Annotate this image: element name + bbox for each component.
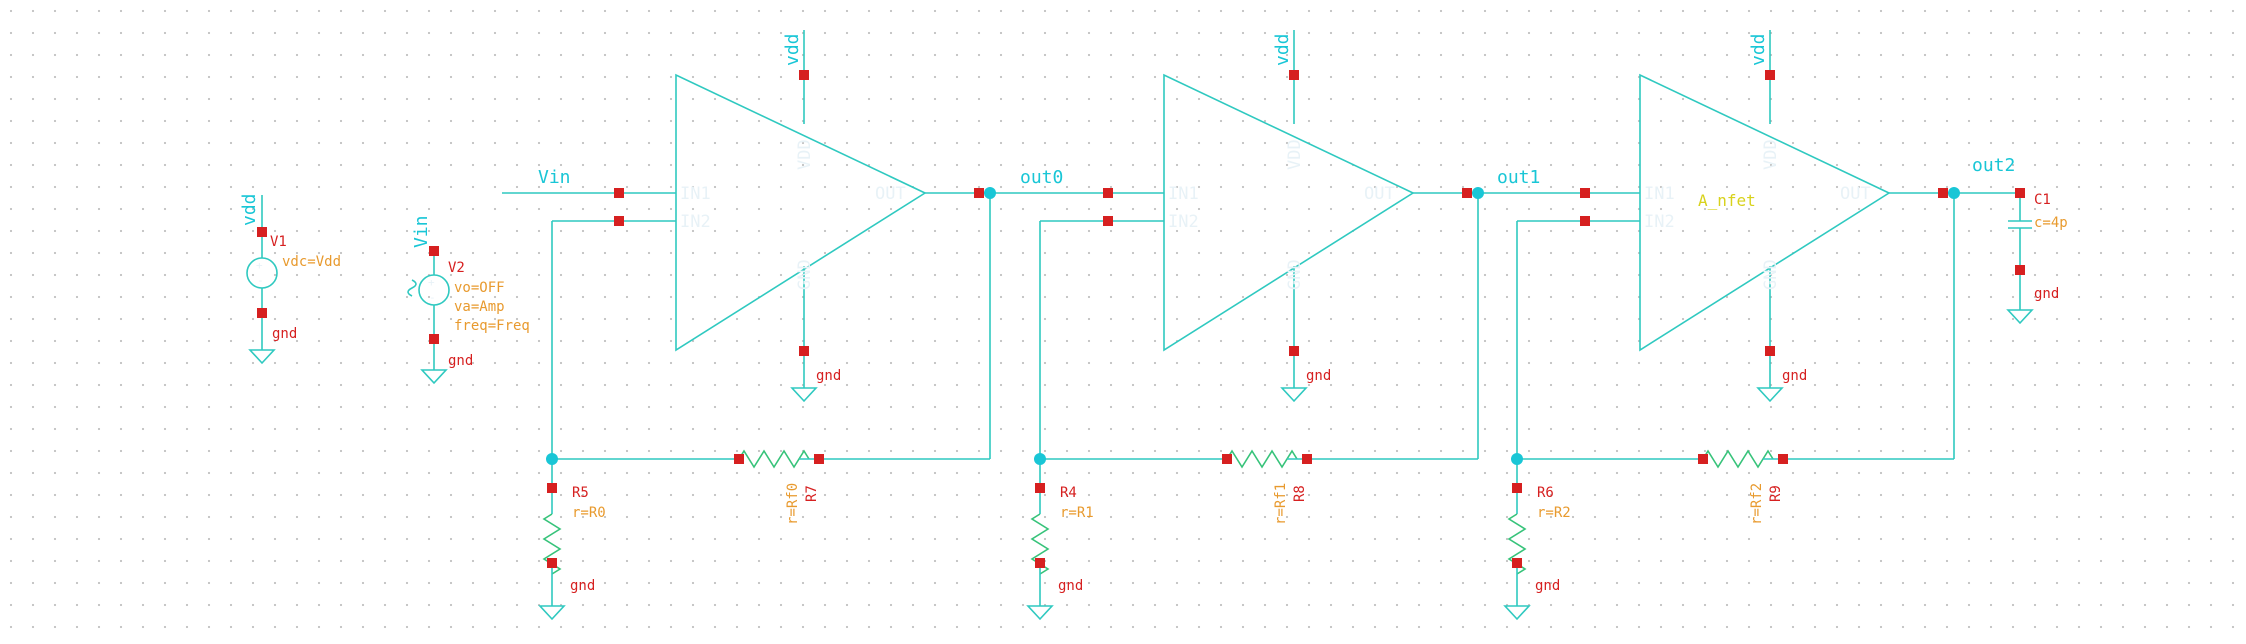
gnd-label-1: gnd xyxy=(816,368,841,384)
resistor-prop-r8: r=Rf1 xyxy=(1273,483,1289,525)
feedback-network-2[interactable]: R8 r=Rf1 R4 r=R1 gnd xyxy=(1026,187,1484,621)
pin-in1-1: IN1 xyxy=(680,184,711,204)
amplifier-stage-1[interactable]: vdd VDD GND gnd IN1 IN2 OUT xyxy=(552,30,990,403)
net-label-vdd-3: vdd xyxy=(1748,33,1769,66)
pin-in2-1: IN2 xyxy=(680,212,711,232)
gnd-label-3: gnd xyxy=(1782,368,1807,384)
net-label-vdd-1: vdd xyxy=(782,33,803,66)
svg-text:-: - xyxy=(429,291,436,304)
resistor-name-r9: R9 xyxy=(1768,485,1784,502)
pin-out-1: OUT xyxy=(875,184,906,204)
pin-in1-3: IN1 xyxy=(1644,184,1675,204)
capacitor-c1[interactable]: C1 c=4p gnd xyxy=(2006,188,2068,325)
source-prop-freq: freq=Freq xyxy=(454,318,530,334)
svg-text:+: + xyxy=(256,259,263,272)
pin-out-2: OUT xyxy=(1364,184,1395,204)
resistor-name-r7: R7 xyxy=(804,485,820,502)
pin-vdd-1: VDD xyxy=(795,139,815,170)
source-name-v2: V2 xyxy=(448,260,465,276)
pin-out-3: OUT xyxy=(1840,184,1871,204)
resistor-name-r6: R6 xyxy=(1537,485,1554,501)
gnd-label-r5: gnd xyxy=(570,578,595,594)
resistor-prop-r7: r=Rf0 xyxy=(785,483,801,525)
resistor-prop-r9: r=Rf2 xyxy=(1749,483,1765,525)
resistor-name-r8: R8 xyxy=(1292,485,1308,502)
source-prop-v1: vdc=Vdd xyxy=(282,254,341,270)
pin-gnd-2: GND xyxy=(1285,259,1305,290)
resistor-name-r5: R5 xyxy=(572,485,589,501)
net-label-out2: out2 xyxy=(1972,155,2015,176)
net-vin-wire[interactable]: Vin xyxy=(502,167,676,194)
resistor-prop-r4: r=R1 xyxy=(1060,505,1094,521)
pin-in2-3: IN2 xyxy=(1644,212,1675,232)
svg-text:-: - xyxy=(257,274,264,287)
net-out1-wire[interactable]: out1 xyxy=(1478,167,1640,194)
net-out2-wire[interactable]: out2 xyxy=(1954,155,2020,194)
gnd-label-c1: gnd xyxy=(2034,286,2059,302)
gnd-label-2: gnd xyxy=(1306,368,1331,384)
voltage-source-v1[interactable]: + - vdd V1 vdc=Vdd gnd xyxy=(239,193,341,365)
net-out0-wire[interactable]: out0 xyxy=(990,167,1164,194)
cell-name-amp3: A_nfet xyxy=(1698,191,1756,210)
pin-in2-2: IN2 xyxy=(1168,212,1199,232)
net-label-vin: Vin xyxy=(538,167,571,188)
net-label-out1: out1 xyxy=(1497,167,1540,188)
pin-in1-2: IN1 xyxy=(1168,184,1199,204)
capacitor-name-c1: C1 xyxy=(2034,192,2051,208)
capacitor-prop-c1: c=4p xyxy=(2034,215,2068,231)
pin-gnd-1: GND xyxy=(795,259,815,290)
net-label-vdd: vdd xyxy=(239,193,260,226)
pin-vdd-2: VDD xyxy=(1285,139,1305,170)
resistor-prop-r6: r=R2 xyxy=(1537,505,1571,521)
resistor-name-r4: R4 xyxy=(1060,485,1077,501)
net-label-out0: out0 xyxy=(1020,167,1063,188)
gnd-label-r4: gnd xyxy=(1058,578,1083,594)
gnd-label-r6: gnd xyxy=(1535,578,1560,594)
voltage-source-v2[interactable]: + - Vin V2 vo=OFF va=Amp freq=Freq gnd xyxy=(407,215,530,385)
feedback-network-3[interactable]: R9 r=Rf2 R6 r=R2 gnd xyxy=(1503,187,1960,621)
net-label-vdd-2: vdd xyxy=(1272,33,1293,66)
gnd-label-v2: gnd xyxy=(448,353,473,369)
pin-gnd-3: GND xyxy=(1761,259,1781,290)
resistor-prop-r5: r=R0 xyxy=(572,505,606,521)
feedback-network-1[interactable]: R7 r=Rf0 R5 r=R0 gnd xyxy=(538,187,996,621)
svg-text:+: + xyxy=(428,276,435,289)
pin-vdd-3: VDD xyxy=(1761,139,1781,170)
amplifier-stage-3[interactable]: vdd VDD GND gnd IN1 IN2 OUT A_nfet xyxy=(1517,30,1954,403)
amplifier-stage-2[interactable]: vdd VDD GND gnd IN1 IN2 OUT xyxy=(1040,30,1478,403)
gnd-label-v1: gnd xyxy=(272,326,297,342)
source-prop-vo: vo=OFF xyxy=(454,280,505,296)
net-label-vin-source: Vin xyxy=(411,215,432,248)
source-name-v1: V1 xyxy=(270,234,287,250)
source-prop-va: va=Amp xyxy=(454,299,505,315)
